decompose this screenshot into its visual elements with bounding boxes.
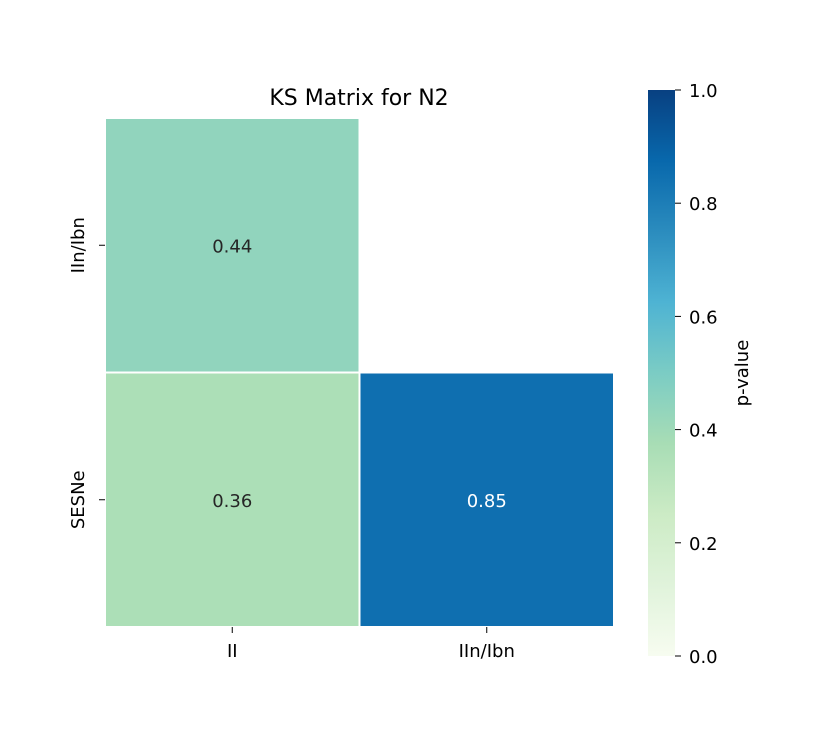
x-tick-label: II: [227, 641, 238, 662]
colorbar-tick-label: 0.6: [689, 307, 718, 328]
cell-value-label: 0.85: [467, 491, 507, 512]
colorbar-tick-label: 0.8: [689, 194, 718, 215]
x-axis: II IIn/Ibn: [227, 627, 515, 662]
heatmap-cell: [358, 371, 615, 628]
cell-value-label: 0.36: [212, 491, 252, 512]
heatmap-cell: [104, 117, 361, 374]
y-axis: IIn/Ibn SESNe: [68, 217, 105, 529]
colorbar-ticks: 0.0 0.2 0.4 0.6 0.8 1.0: [675, 81, 718, 668]
x-tick-label: IIn/Ibn: [459, 641, 515, 662]
colorbar: 0.0 0.2 0.4 0.6 0.8 1.0 p-value: [648, 81, 753, 668]
colorbar-label: p-value: [732, 340, 753, 407]
heatmap-cell: [104, 371, 361, 628]
colorbar-gradient: [648, 90, 675, 656]
heatmap-cells: 0.44 0.36 0.85: [104, 117, 615, 628]
colorbar-tick-label: 0.4: [689, 421, 718, 442]
cell-value-label: 0.44: [212, 236, 252, 257]
y-tick-label: SESNe: [68, 470, 89, 529]
colorbar-tick-label: 0.0: [689, 647, 718, 668]
colorbar-tick-label: 0.2: [689, 534, 718, 555]
y-tick-label: IIn/Ibn: [68, 217, 89, 273]
colorbar-tick-label: 1.0: [689, 81, 718, 102]
chart-title: KS Matrix for N2: [269, 86, 448, 111]
